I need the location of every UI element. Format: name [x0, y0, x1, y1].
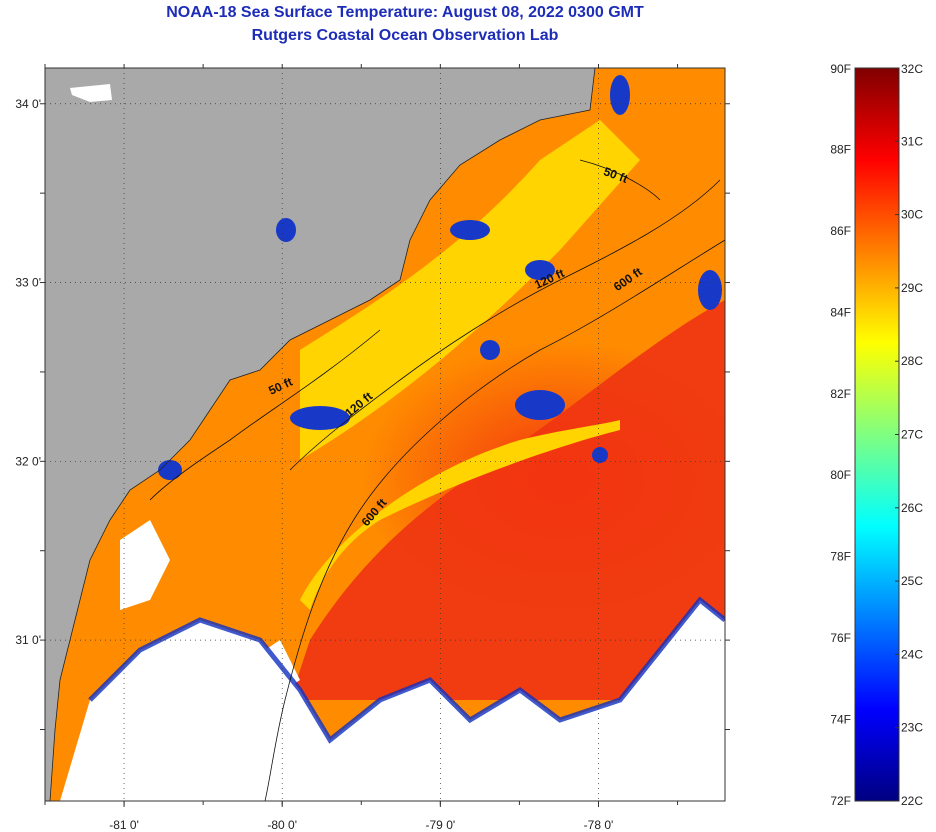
- lat-tick-label: 33 0': [15, 276, 41, 290]
- lon-tick-label: -81 0': [109, 818, 139, 832]
- colorbar-fahrenheit-labels: 90F 88F 86F 84F 82F 80F 78F 76F 74F 72F: [830, 62, 851, 808]
- map-frame: [44, 67, 726, 802]
- map-title: NOAA-18 Sea Surface Temperature: August …: [166, 4, 644, 21]
- colorbar-celsius-labels: 32C 31C 30C 29C 28C 27C 26C 25C 24C 23C 22C: [895, 62, 923, 808]
- lon-tick-label: -79 0': [426, 818, 456, 832]
- cloud-edge-cold-pixels: [88, 596, 725, 744]
- cloud-mask: [60, 520, 725, 801]
- colorbar-f-label: 86F: [830, 224, 851, 238]
- colorbar-c-label: 27C: [901, 428, 923, 442]
- colorbar-c-label: 31C: [901, 134, 923, 148]
- depth-contours: [149, 159, 725, 801]
- colorbar-f-label: 76F: [830, 631, 851, 645]
- colorbar: [854, 67, 900, 802]
- inland-water-patch: [70, 84, 112, 102]
- lon-tick-label: -80 0': [267, 818, 297, 832]
- colorbar-f-label: 82F: [830, 387, 851, 401]
- lon-tick-label: -78 0': [584, 818, 614, 832]
- colorbar-c-label: 32C: [901, 62, 923, 76]
- colorbar-c-label: 23C: [901, 721, 923, 735]
- colorbar-f-label: 88F: [830, 142, 851, 156]
- lat-tick-label: 32 0': [15, 454, 41, 468]
- land-mass: [45, 68, 595, 801]
- colorbar-f-label: 74F: [830, 713, 851, 727]
- colorbar-f-label: 80F: [830, 468, 851, 482]
- colorbar-f-label: 72F: [830, 794, 851, 808]
- colorbar-f-label: 78F: [830, 550, 851, 564]
- map-subtitle: Rutgers Coastal Ocean Observation Lab: [251, 27, 559, 44]
- latitude-ticks: 34 0' 33 0' 32 0' 31 0': [15, 97, 730, 730]
- colorbar-f-label: 84F: [830, 305, 851, 319]
- lat-tick-label: 34 0': [15, 97, 41, 111]
- lat-tick-label: 31 0': [15, 633, 41, 647]
- colorbar-c-label: 26C: [901, 501, 923, 515]
- nearshore-cool-water: [300, 120, 640, 460]
- longitude-ticks: -81 0' -80 0' -79 0' -78 0': [44, 64, 679, 832]
- contour-600ft: [264, 239, 725, 801]
- colorbar-f-label: 90F: [830, 62, 851, 76]
- colorbar-c-label: 24C: [901, 647, 923, 661]
- cold-cloud-patches: [158, 75, 722, 480]
- coastline: [49, 68, 596, 801]
- colorbar-c-label: 22C: [901, 794, 923, 808]
- contour-50ft: [149, 159, 661, 501]
- colorbar-c-label: 29C: [901, 281, 923, 295]
- colorbar-c-label: 25C: [901, 574, 923, 588]
- graticule: [45, 68, 725, 801]
- warm-core: [360, 340, 725, 620]
- colorbar-c-label: 30C: [901, 208, 923, 222]
- contour-120ft: [289, 179, 721, 471]
- colorbar-c-label: 28C: [901, 354, 923, 368]
